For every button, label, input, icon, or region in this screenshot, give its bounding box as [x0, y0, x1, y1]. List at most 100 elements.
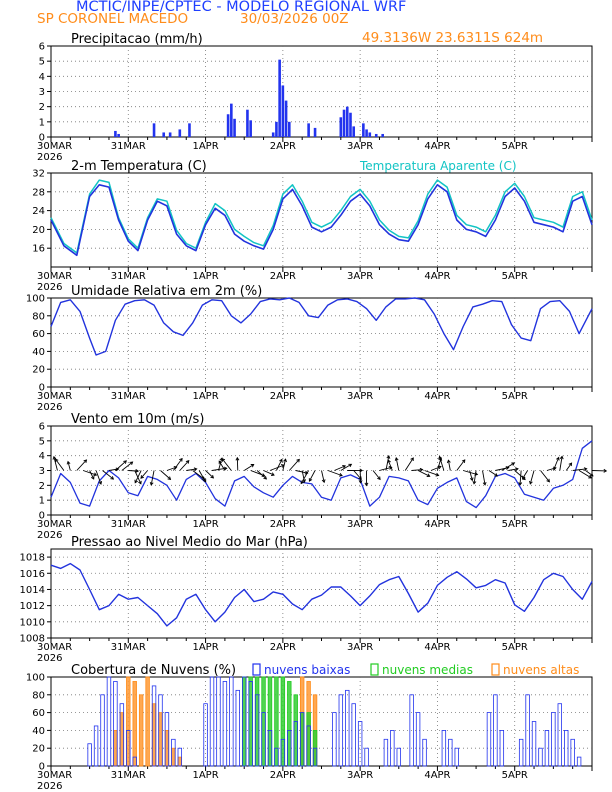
cloud-bar	[422, 738, 427, 767]
temp-legend-apparent: Temperatura Aparente (C)	[359, 159, 517, 173]
wind-arrow	[134, 470, 142, 483]
wind-ytick-label: 4	[39, 451, 45, 462]
temp-xlabel: 31MAR	[111, 271, 146, 282]
cloud-bar	[145, 676, 150, 767]
wind-arrow	[173, 458, 183, 471]
wind-arrow-head	[138, 480, 142, 485]
wind-arrow-head	[140, 475, 144, 479]
run-datetime: 30/03/2026 00Z	[240, 11, 349, 27]
wind-arrow-head	[482, 481, 487, 486]
mslp-xyear: 2026	[37, 653, 62, 664]
precip-bar	[246, 109, 249, 137]
wind-arrow-head	[271, 472, 275, 476]
cloud-bar	[164, 730, 170, 767]
precip-bar	[152, 123, 156, 137]
cloud-bar	[164, 712, 170, 767]
wind-arrow-head	[589, 472, 594, 477]
cloud-bar	[113, 730, 118, 767]
wind-arrow	[404, 457, 414, 471]
precip-ytick-label: 6	[39, 42, 45, 53]
wind-arrow-head	[348, 463, 353, 468]
cloud-bar	[158, 712, 163, 767]
wind-arrow	[417, 470, 430, 477]
wind-arrow-head	[568, 462, 573, 467]
cloud-bar	[441, 730, 447, 767]
cloud-bar	[486, 712, 492, 767]
wind-arrow-head	[250, 464, 255, 468]
wind-arrow	[424, 470, 439, 476]
wind-arrow	[473, 470, 477, 484]
wind-arrow	[439, 456, 445, 471]
station-location: 49.3136W 23.6311S 624m	[362, 30, 544, 46]
cloud-bar	[557, 703, 562, 767]
wind-arrow	[205, 470, 214, 479]
precip-ytick-label: 0	[39, 133, 45, 144]
wind-arrow	[83, 470, 97, 476]
precip-bar	[278, 59, 281, 137]
wind-arrow-head	[110, 476, 115, 480]
cloud-bar	[222, 681, 228, 767]
wind-arrow	[529, 470, 535, 485]
cloud-bar	[544, 730, 550, 767]
precip-bar	[281, 85, 285, 137]
precip-bar	[345, 106, 349, 137]
wind-arrow-head	[83, 459, 88, 463]
precip-bar	[287, 121, 291, 137]
wind-arrow	[150, 470, 155, 486]
wind-arrow-head	[603, 468, 608, 473]
wind-xlabel: 4APR	[424, 519, 450, 530]
cloud-bar	[280, 676, 286, 767]
precip-bar	[374, 133, 378, 137]
cloud-bar	[158, 694, 163, 767]
wind-arrow-head	[358, 480, 363, 484]
cloud-bar	[287, 730, 292, 767]
mslp-xlabel: 2APR	[270, 642, 296, 653]
cloud-bar	[274, 676, 279, 767]
humidity-line	[50, 297, 593, 356]
cloud-bar	[254, 676, 260, 767]
cloud-bar	[151, 685, 157, 767]
rh-title: Umidade Relativa em 2m (%)	[71, 284, 262, 299]
cloud-bar	[280, 738, 286, 767]
wind-arrow	[102, 470, 114, 480]
temperature-line	[50, 184, 593, 257]
precip-bar	[352, 126, 356, 137]
wind-arrow-head	[321, 479, 326, 484]
clouds-xlabel: 1APR	[192, 770, 218, 781]
clouds-xlabel: 5APR	[502, 770, 528, 781]
mslp-ytick-label: 1012	[20, 601, 45, 612]
cloud-bar	[132, 756, 137, 767]
wind-arrow-head	[339, 473, 343, 477]
cloud-bar	[409, 694, 414, 767]
wind-arrow-head	[518, 482, 523, 486]
temp-ytick-label: 28	[32, 187, 45, 198]
wind-arrow-head	[469, 477, 474, 482]
wind-arrow	[334, 465, 346, 471]
mslp-ytick-label: 1010	[20, 617, 45, 628]
clouds-xlabel: 3APR	[347, 770, 373, 781]
clouds-xlabel: 4APR	[424, 770, 450, 781]
cloud-bar	[518, 738, 524, 767]
temp-xlabel: 30MAR	[37, 271, 72, 282]
wind-arrow-head	[221, 458, 226, 462]
cloud-bar	[261, 712, 266, 767]
cloud-legend-swatch	[370, 663, 379, 676]
wind-arrow-head	[559, 455, 564, 460]
cloud-bar	[216, 676, 221, 767]
wind-arrow	[198, 470, 207, 483]
wind-arrow-head	[588, 474, 592, 479]
wind-arrow	[372, 470, 381, 480]
wind-arrow	[55, 458, 65, 471]
wind-arrow-head	[377, 476, 381, 481]
precip-bar	[365, 129, 368, 137]
wind-arrow	[395, 457, 400, 471]
precip-bar	[368, 132, 372, 137]
cloud-bar	[531, 721, 537, 767]
wind-arrow	[301, 470, 305, 483]
cloud-bar	[267, 676, 273, 767]
cloud-bar	[551, 712, 556, 767]
cloud-bar	[100, 694, 105, 767]
rh-ytick-label: 40	[32, 347, 45, 358]
